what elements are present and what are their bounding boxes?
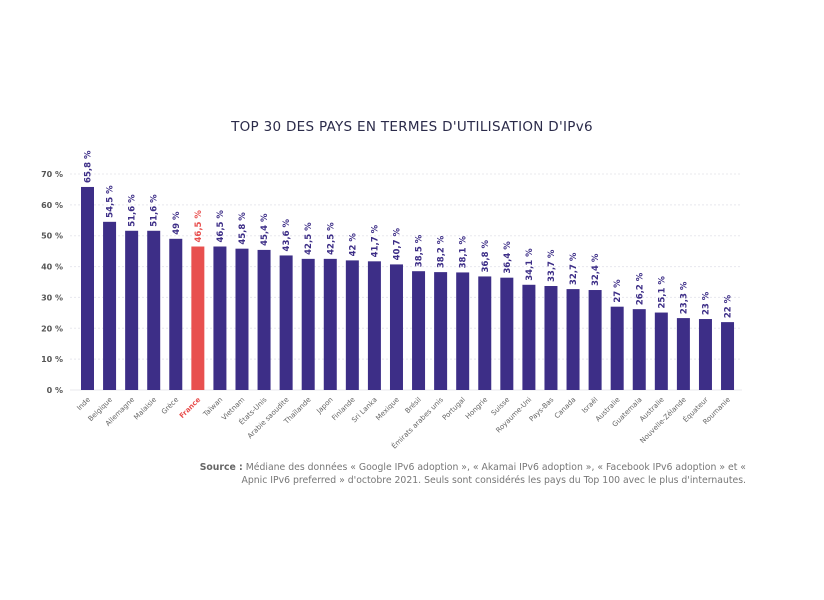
data-label: 40,7 %: [392, 227, 402, 260]
x-tick-label: Malaisie: [132, 396, 158, 422]
x-tick-label: Israël: [580, 396, 599, 415]
data-label: 23 %: [701, 291, 711, 315]
data-label: 46,5 %: [216, 210, 226, 243]
data-label: 38,5 %: [415, 234, 425, 267]
bar: [566, 289, 580, 390]
bar: [610, 306, 624, 390]
bar: [389, 264, 403, 390]
x-tick-label: Japon: [315, 396, 335, 416]
data-label: 36,8 %: [481, 240, 491, 273]
data-label: 34,1 %: [525, 248, 535, 281]
bar: [412, 271, 426, 390]
y-tick-label: 60 %: [41, 201, 63, 210]
data-label: 25,1 %: [657, 276, 667, 309]
x-tick-label: Pays-Bas: [528, 396, 556, 424]
bar: [213, 246, 227, 390]
bar: [191, 246, 205, 390]
bar: [434, 272, 448, 390]
x-tick-label: Hongrie: [464, 396, 489, 421]
data-label: 42 %: [348, 233, 358, 257]
data-label: 49 %: [172, 211, 182, 235]
bar: [235, 248, 249, 390]
data-label: 45,8 %: [238, 212, 248, 245]
x-tick-label: Brésil: [404, 396, 423, 415]
bar: [478, 276, 492, 390]
bar: [676, 318, 690, 390]
data-label: 27 %: [613, 279, 623, 303]
x-tick-label: Portugal: [441, 396, 467, 422]
bar: [257, 249, 271, 390]
x-tick-label: Canada: [553, 396, 577, 420]
data-label: 54,5 %: [106, 185, 116, 218]
bar: [125, 230, 139, 390]
y-tick-label: 70 %: [41, 170, 63, 179]
data-label: 38,2 %: [437, 235, 447, 268]
data-label: 42,5 %: [304, 222, 314, 255]
data-label: 36,4 %: [503, 241, 513, 274]
bar: [301, 258, 315, 390]
data-label: 38,1 %: [459, 236, 469, 269]
source-label: Source :: [199, 462, 243, 473]
data-label: 51,6 %: [150, 194, 160, 227]
bar: [588, 290, 602, 390]
y-tick-label: 10 %: [41, 355, 63, 364]
bar: [654, 312, 668, 390]
x-tick-label: France: [178, 396, 202, 420]
y-tick-label: 0 %: [47, 386, 63, 395]
y-tick-label: 50 %: [41, 232, 63, 241]
chart-title: TOP 30 DES PAYS EN TERMES D'UTILISATION …: [231, 119, 593, 135]
data-label: 65,8 %: [84, 150, 94, 183]
data-label: 32,4 %: [591, 253, 601, 286]
bar: [345, 260, 359, 390]
data-label: 43,6 %: [282, 219, 292, 252]
data-label: 42,5 %: [326, 222, 336, 255]
data-label: 26,2 %: [635, 272, 645, 305]
bar: [367, 261, 381, 390]
bar: [456, 272, 470, 390]
data-label: 22 %: [724, 294, 734, 318]
data-label: 41,7 %: [370, 224, 380, 257]
bar: [522, 284, 536, 390]
x-tick-label: Mexique: [374, 396, 401, 423]
bar: [323, 258, 337, 390]
bar: [698, 319, 712, 390]
data-label: 23,3 %: [679, 281, 689, 314]
y-tick-label: 20 %: [41, 324, 63, 333]
bar: [169, 238, 183, 390]
bar: [279, 255, 293, 390]
bar: [632, 309, 646, 390]
data-label: 51,6 %: [128, 194, 138, 227]
y-tick-label: 30 %: [41, 293, 63, 302]
x-tick-label: Inde: [75, 396, 91, 412]
bar: [103, 221, 117, 390]
data-label: 33,7 %: [547, 249, 557, 282]
bar: [147, 230, 161, 390]
y-tick-label: 40 %: [41, 263, 63, 272]
data-label: 45,4 %: [260, 213, 270, 246]
data-label: 46,5 %: [194, 210, 204, 243]
source-text: Médiane des données « Google IPv6 adopti…: [241, 462, 746, 486]
bar: [81, 186, 94, 390]
bar: [721, 322, 735, 390]
source-note: Source : Médiane des données « Google IP…: [180, 461, 746, 487]
data-label: 32,7 %: [569, 252, 579, 285]
bar: [500, 277, 514, 390]
bar: [544, 286, 558, 390]
x-tick-label: Grèce: [160, 396, 180, 416]
